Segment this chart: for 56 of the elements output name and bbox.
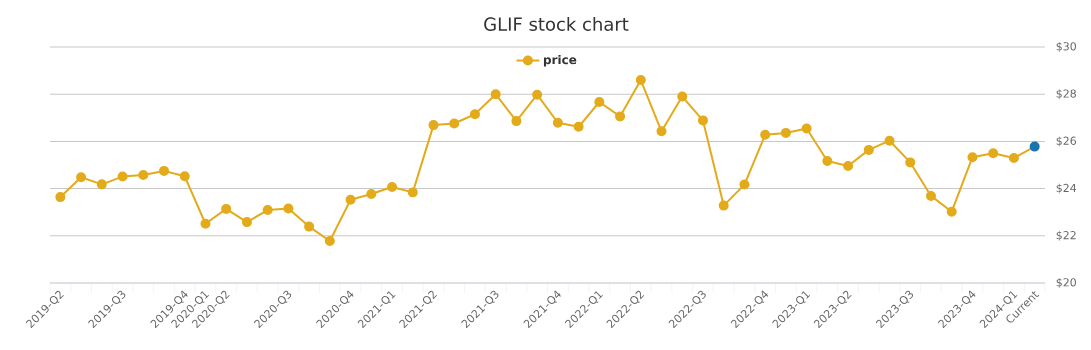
point [822,155,833,166]
point [946,206,957,217]
chart-title: GLIF stock chart [484,17,629,31]
point [615,111,626,122]
point [76,172,87,183]
point [117,171,128,182]
point [760,129,771,140]
point [449,118,460,129]
point [221,203,232,214]
point [262,205,273,216]
point [490,89,501,100]
point [55,192,66,203]
point [677,91,688,102]
point [511,116,522,127]
point [304,221,315,232]
point [843,160,854,171]
y-tick-label: $22 [1056,230,1076,241]
point [532,89,543,100]
point [179,171,190,182]
point [1029,141,1040,152]
point [96,179,107,190]
point [552,117,563,128]
point [283,203,294,214]
y-tick-label: $26 [1056,136,1077,147]
point [324,235,335,246]
point [138,169,149,180]
point [656,126,667,137]
point [594,96,605,107]
point [739,179,750,190]
point [573,121,584,132]
point [159,165,170,176]
point [200,218,211,229]
point [926,190,936,201]
legend-label: price [543,54,577,67]
point [1008,152,1019,163]
point [387,181,398,192]
point [780,127,791,138]
point [718,200,729,211]
point [988,148,999,159]
point [697,115,708,126]
y-tick-label: $24 [1056,183,1077,194]
point [884,135,895,146]
point [905,157,916,168]
point [635,75,646,86]
point [469,109,480,120]
point [801,123,812,134]
point [863,144,874,155]
point [428,120,439,131]
point [366,189,377,200]
y-tick-label: $30 [1056,42,1076,52]
point [345,194,356,205]
y-tick-label: $20 [1056,278,1076,288]
point [407,187,418,198]
y-tick-label: $28 [1056,89,1076,100]
point [241,217,252,228]
point [967,152,978,163]
